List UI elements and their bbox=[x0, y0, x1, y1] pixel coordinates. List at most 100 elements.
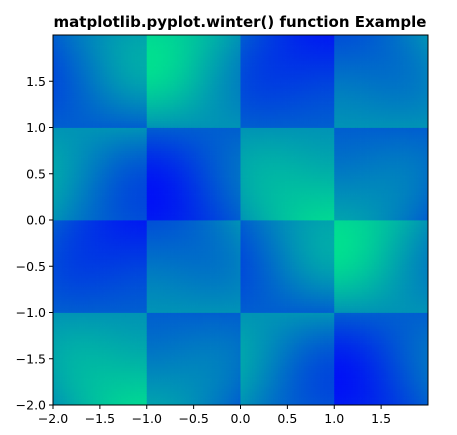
heatmap-pixel bbox=[105, 241, 108, 244]
heatmap-pixel bbox=[72, 218, 75, 221]
heatmap-pixel bbox=[81, 195, 84, 198]
heatmap-pixel bbox=[114, 396, 117, 399]
heatmap-pixel bbox=[105, 91, 108, 94]
heatmap-pixel bbox=[67, 44, 70, 47]
heatmap-pixel bbox=[91, 79, 94, 82]
heatmap-pixel bbox=[81, 151, 84, 154]
heatmap-pixel bbox=[107, 153, 110, 156]
heatmap-pixel bbox=[62, 336, 65, 339]
heatmap-pixel bbox=[74, 331, 77, 334]
heatmap-pixel bbox=[98, 155, 101, 158]
heatmap-pixel bbox=[119, 294, 122, 297]
heatmap-pixel bbox=[55, 128, 58, 131]
heatmap-pixel bbox=[100, 171, 103, 174]
heatmap-pixel bbox=[112, 97, 115, 100]
heatmap-pixel bbox=[121, 241, 124, 244]
heatmap-pixel bbox=[91, 326, 94, 329]
heatmap-pixel bbox=[88, 282, 91, 285]
heatmap-pixel bbox=[116, 91, 119, 94]
heatmap-pixel bbox=[74, 86, 77, 89]
heatmap-pixel bbox=[98, 153, 101, 156]
heatmap-pixel bbox=[116, 287, 119, 290]
heatmap-pixel bbox=[102, 58, 105, 61]
heatmap-pixel bbox=[91, 218, 94, 221]
heatmap-pixel bbox=[69, 125, 72, 128]
heatmap-pixel bbox=[100, 49, 103, 52]
heatmap-pixel bbox=[55, 287, 58, 290]
heatmap-pixel bbox=[60, 248, 63, 251]
heatmap-pixel bbox=[105, 234, 108, 237]
heatmap-pixel bbox=[105, 54, 108, 57]
heatmap-pixel bbox=[112, 322, 115, 325]
heatmap-pixel bbox=[100, 74, 103, 77]
heatmap-pixel bbox=[72, 47, 75, 50]
heatmap-pixel bbox=[105, 107, 108, 110]
heatmap-pixel bbox=[102, 326, 105, 329]
heatmap-pixel bbox=[55, 220, 58, 223]
heatmap-pixel bbox=[76, 88, 79, 91]
heatmap-pixel bbox=[62, 384, 65, 387]
heatmap-pixel bbox=[107, 37, 110, 40]
heatmap-pixel bbox=[121, 370, 124, 373]
heatmap-pixel bbox=[62, 299, 65, 302]
heatmap-pixel bbox=[65, 44, 68, 47]
heatmap-pixel bbox=[60, 70, 63, 73]
heatmap-pixel bbox=[60, 139, 63, 142]
heatmap-pixel bbox=[79, 248, 82, 251]
heatmap-pixel bbox=[100, 204, 103, 207]
heatmap-pixel bbox=[83, 236, 86, 239]
heatmap-pixel bbox=[112, 324, 115, 327]
heatmap-pixel bbox=[65, 60, 68, 63]
heatmap-pixel bbox=[112, 40, 115, 43]
heatmap-pixel bbox=[67, 208, 70, 211]
heatmap-pixel bbox=[114, 317, 117, 320]
heatmap-pixel bbox=[102, 239, 105, 242]
heatmap-pixel bbox=[88, 121, 91, 124]
heatmap-pixel bbox=[60, 91, 63, 94]
heatmap-pixel bbox=[83, 356, 86, 359]
heatmap-pixel bbox=[105, 245, 108, 248]
heatmap-pixel bbox=[83, 134, 86, 137]
heatmap-pixel bbox=[95, 130, 98, 133]
heatmap-pixel bbox=[81, 296, 84, 299]
heatmap-pixel bbox=[116, 296, 119, 299]
heatmap-pixel bbox=[121, 100, 124, 103]
heatmap-pixel bbox=[95, 77, 98, 80]
heatmap-pixel bbox=[98, 211, 101, 214]
heatmap-pixel bbox=[114, 301, 117, 304]
heatmap-pixel bbox=[88, 333, 91, 336]
heatmap-pixel bbox=[55, 111, 58, 114]
heatmap-pixel bbox=[69, 276, 72, 279]
heatmap-pixel bbox=[95, 368, 98, 371]
heatmap-pixel bbox=[60, 213, 63, 216]
heatmap-pixel bbox=[58, 296, 61, 299]
heatmap-pixel bbox=[119, 183, 122, 186]
heatmap-pixel bbox=[79, 70, 82, 73]
heatmap-pixel bbox=[91, 146, 94, 149]
heatmap-pixel bbox=[88, 380, 91, 383]
heatmap-pixel bbox=[93, 308, 96, 311]
heatmap-pixel bbox=[76, 255, 79, 258]
heatmap-pixel bbox=[105, 114, 108, 117]
heatmap-pixel bbox=[69, 202, 72, 205]
heatmap-pixel bbox=[79, 262, 82, 265]
heatmap-pixel bbox=[79, 317, 82, 320]
heatmap-pixel bbox=[58, 306, 61, 309]
heatmap-pixel bbox=[116, 250, 119, 253]
heatmap-pixel bbox=[116, 227, 119, 230]
heatmap-pixel bbox=[62, 276, 65, 279]
heatmap-pixel bbox=[76, 389, 79, 392]
heatmap-pixel bbox=[76, 58, 79, 61]
heatmap-pixel bbox=[60, 310, 63, 313]
heatmap-pixel bbox=[88, 340, 91, 343]
heatmap-pixel bbox=[58, 356, 61, 359]
heatmap-pixel bbox=[119, 377, 122, 380]
heatmap-pixel bbox=[119, 370, 122, 373]
heatmap-pixel bbox=[98, 204, 101, 207]
heatmap-pixel bbox=[102, 391, 105, 394]
heatmap-pixel bbox=[58, 158, 61, 161]
heatmap-pixel bbox=[79, 148, 82, 151]
heatmap-pixel bbox=[67, 171, 70, 174]
heatmap-pixel bbox=[98, 257, 101, 260]
heatmap-pixel bbox=[126, 331, 129, 334]
